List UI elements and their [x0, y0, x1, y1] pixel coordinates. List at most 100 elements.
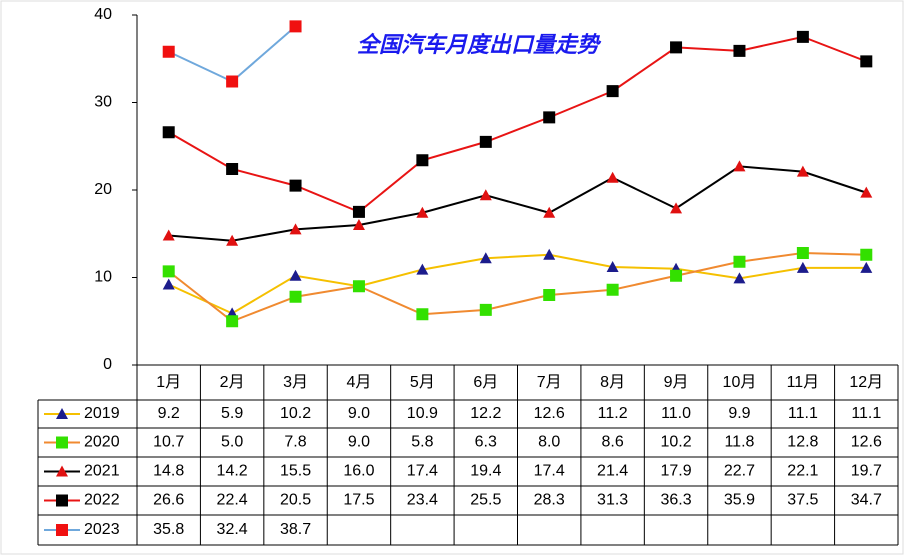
data-point — [606, 85, 619, 98]
x-tick-label: 3月 — [283, 374, 308, 391]
table-value: 9.0 — [348, 434, 370, 451]
data-point — [416, 308, 429, 321]
table-value: 10.7 — [153, 434, 184, 451]
data-point — [289, 290, 302, 303]
table-value: 35.9 — [724, 492, 755, 509]
table-value: 20.5 — [280, 492, 311, 509]
legend-marker — [56, 465, 68, 477]
table-value: 11.8 — [724, 434, 754, 451]
table-value: 14.8 — [153, 463, 184, 480]
table-value: 19.7 — [851, 463, 882, 480]
data-point — [289, 20, 302, 33]
table-value: 9.0 — [348, 405, 370, 422]
data-point — [670, 269, 683, 282]
x-tick-label: 6月 — [473, 374, 498, 391]
table-value: 11.2 — [598, 405, 628, 422]
table-value: 12.6 — [851, 434, 882, 451]
data-point — [289, 269, 302, 281]
y-tick-label: 30 — [94, 94, 112, 111]
series-line — [168, 253, 867, 315]
series-line — [168, 165, 867, 242]
data-point — [352, 205, 365, 218]
data-point — [289, 179, 302, 192]
table-value: 11.0 — [661, 405, 691, 422]
data-point — [289, 223, 302, 235]
x-tick-label: 4月 — [347, 374, 372, 391]
y-tick-label: 20 — [94, 181, 112, 198]
data-point — [796, 165, 809, 177]
x-tick-label: 12月 — [849, 374, 883, 391]
data-point — [352, 219, 365, 230]
legend-label: 2020 — [84, 434, 120, 451]
table-value: 14.2 — [217, 463, 248, 480]
data-point — [796, 247, 809, 259]
x-tick-label: 10月 — [723, 374, 757, 391]
table-value: 9.2 — [158, 405, 180, 422]
data-point — [162, 45, 175, 58]
table-value: 6.3 — [475, 434, 497, 451]
data-point — [670, 202, 683, 214]
legend-marker — [56, 436, 68, 449]
table-value: 36.3 — [660, 492, 691, 509]
data-point — [606, 171, 619, 183]
table-value: 28.3 — [534, 492, 565, 509]
table-value: 10.9 — [407, 405, 438, 422]
legend-label: 2022 — [84, 492, 120, 509]
data-point — [733, 272, 746, 284]
table-value: 22.1 — [787, 463, 818, 480]
table-value: 8.6 — [602, 434, 624, 451]
table-value: 7.8 — [284, 434, 306, 451]
table-value: 9.9 — [728, 405, 750, 422]
chart-title: 全国汽车月度出口量走势 — [357, 32, 602, 58]
data-point — [416, 263, 429, 275]
data-point — [352, 280, 365, 293]
series-line — [168, 35, 867, 214]
data-point — [226, 234, 239, 246]
data-point — [226, 163, 239, 175]
legend-marker — [56, 524, 68, 536]
table-value: 10.2 — [660, 434, 691, 451]
table-value: 8.0 — [538, 434, 560, 451]
data-point — [479, 303, 492, 316]
table-value: 16.0 — [343, 463, 374, 480]
data-point — [479, 189, 492, 201]
table-value: 11.1 — [788, 405, 818, 422]
legend-marker — [56, 494, 68, 507]
x-tick-label: 11月 — [787, 374, 820, 391]
table-value: 10.2 — [280, 405, 311, 422]
data-point — [733, 44, 746, 57]
table-value: 21.4 — [597, 463, 628, 480]
data-point — [226, 315, 239, 328]
legend-label: 2023 — [84, 521, 120, 538]
data-point — [416, 206, 429, 218]
table-value: 32.4 — [217, 521, 248, 538]
table-value: 19.4 — [470, 463, 501, 480]
table-value: 17.4 — [407, 463, 438, 480]
table-value: 22.7 — [724, 463, 755, 480]
data-point — [860, 248, 873, 261]
data-point — [162, 278, 175, 290]
table-value: 35.8 — [153, 521, 184, 538]
y-tick-label: 0 — [103, 356, 112, 373]
data-point — [796, 261, 809, 273]
data-point — [543, 111, 556, 124]
table-value: 31.3 — [597, 492, 628, 509]
x-tick-label: 1月 — [156, 374, 181, 391]
x-tick-label: 8月 — [600, 374, 625, 391]
table-value: 12.2 — [470, 405, 501, 422]
x-tick-label: 7月 — [537, 374, 562, 391]
data-point — [860, 55, 873, 68]
data-point — [733, 255, 746, 268]
legend-marker — [56, 408, 68, 419]
data-point — [162, 126, 175, 139]
data-point — [543, 248, 556, 260]
table-value: 34.7 — [851, 492, 882, 509]
data-point — [860, 261, 873, 273]
data-point — [606, 283, 619, 296]
table-value: 5.9 — [221, 405, 243, 422]
table-value: 11.1 — [851, 405, 881, 422]
table-value: 17.9 — [660, 463, 691, 480]
x-tick-label: 2月 — [220, 374, 245, 391]
